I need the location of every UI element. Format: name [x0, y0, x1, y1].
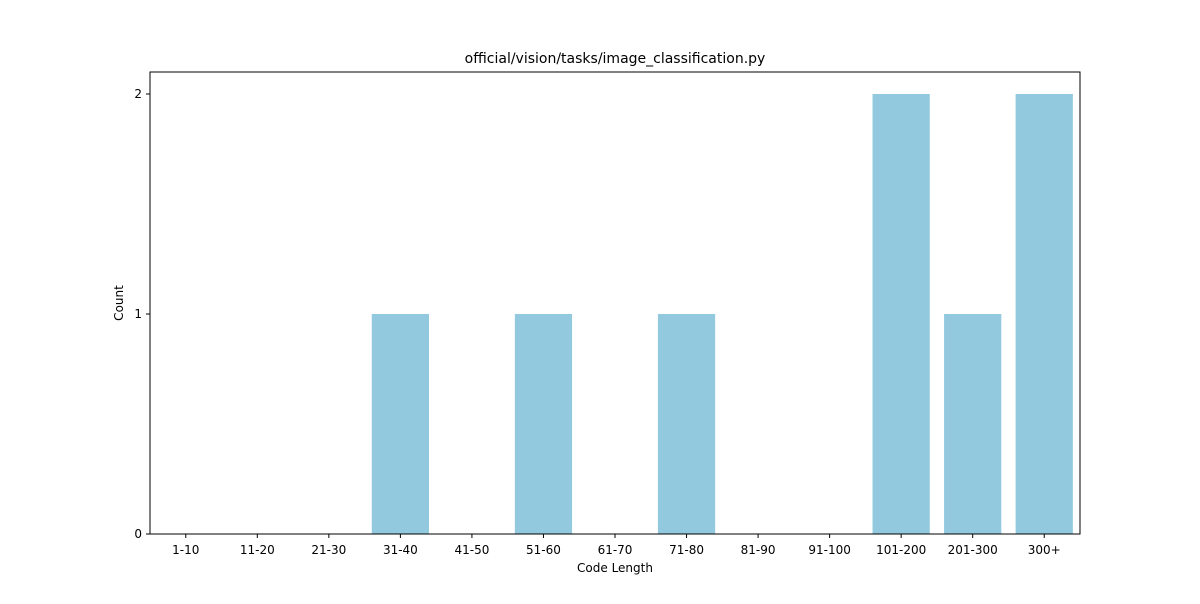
bar-51-60 — [514, 314, 573, 534]
x-tick-label: 300+ — [1028, 543, 1061, 557]
bars-layer — [371, 94, 1073, 534]
x-tick-label: 81-90 — [741, 543, 776, 557]
bar-101-200 — [872, 94, 930, 534]
y-axis-ticks: 0 1 2 — [134, 87, 150, 541]
x-tick-label: 61-70 — [598, 543, 633, 557]
y-tick-label: 0 — [134, 527, 142, 541]
x-axis-label: Code Length — [577, 561, 653, 575]
x-tick-label: 51-60 — [526, 543, 561, 557]
bar-71-80 — [657, 314, 716, 534]
bar-201-300 — [944, 314, 1002, 534]
bar-31-40 — [371, 314, 429, 534]
plot-frame — [149, 71, 1081, 535]
x-tick-label: 1-10 — [172, 543, 199, 557]
y-tick-label: 1 — [134, 307, 142, 321]
x-tick-label: 21-30 — [311, 543, 346, 557]
x-tick-label: 101-200 — [876, 543, 926, 557]
x-axis-ticks: 1-10 11-20 21-30 31-40 41-50 51-60 61-70 71-80 8… — [172, 534, 1061, 557]
y-axis-label: Count — [112, 285, 126, 321]
x-tick-label: 91-100 — [808, 543, 851, 557]
x-tick-label: 71-80 — [669, 543, 704, 557]
x-tick-label: 11-20 — [240, 543, 275, 557]
x-tick-label: 41-50 — [454, 543, 489, 557]
x-tick-label: 201-300 — [948, 543, 998, 557]
x-tick-label: 31-40 — [383, 543, 418, 557]
chart-title: official/vision/tasks/image_classificati… — [465, 51, 766, 67]
y-tick-label: 2 — [134, 87, 142, 101]
bar-300+ — [1015, 94, 1073, 534]
